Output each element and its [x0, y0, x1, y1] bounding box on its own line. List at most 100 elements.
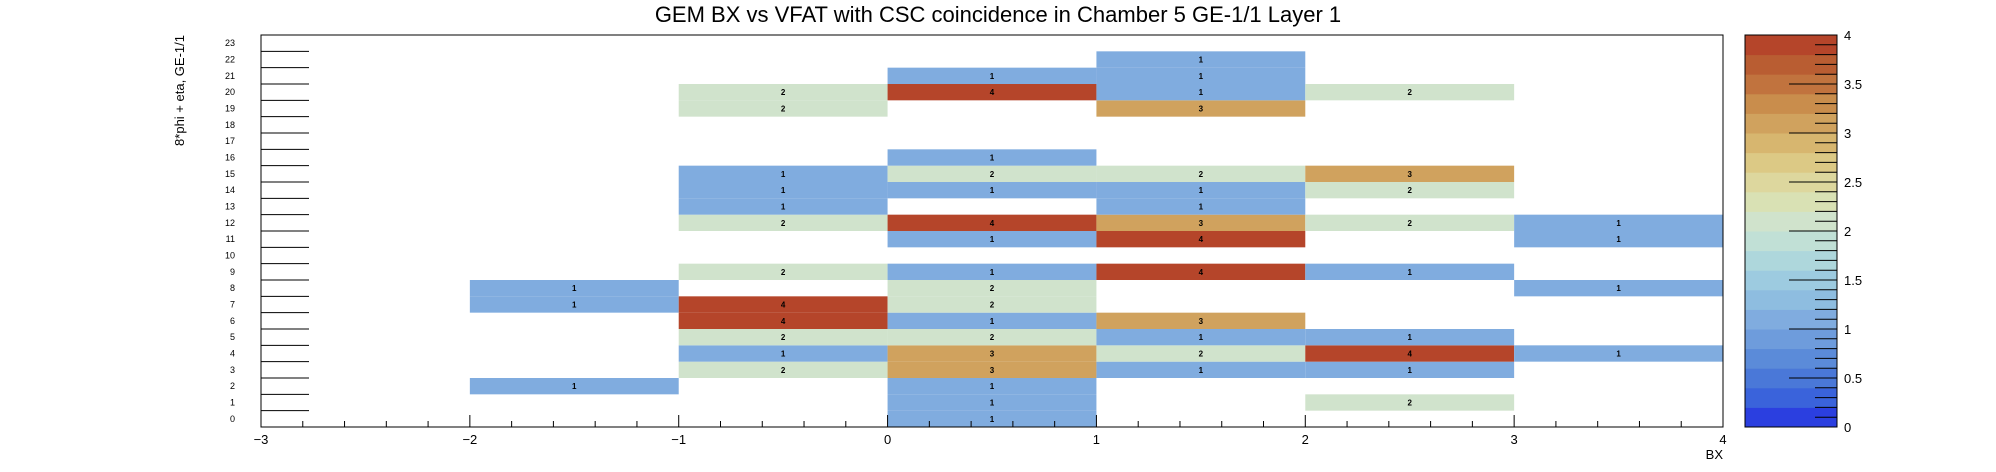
- y-tick-label: 8: [230, 283, 235, 293]
- heatmap-cell: [1305, 165, 1515, 182]
- cell-value-label: 1: [572, 284, 577, 293]
- heatmap-cell: [1096, 51, 1306, 68]
- x-tick-label: 3: [1511, 432, 1518, 447]
- cell-value-label: 1: [990, 72, 995, 81]
- heatmap-cell: [1096, 100, 1306, 117]
- cell-value-label: 4: [1199, 268, 1204, 277]
- heatmap-cell: [1096, 263, 1306, 280]
- colorbar-segment: [1745, 54, 1837, 75]
- y-tick-label: 15: [225, 169, 235, 179]
- heatmap-cell: [1096, 312, 1306, 329]
- colorbar-tick-label: 0.5: [1844, 371, 1862, 386]
- heatmap-cell: [887, 231, 1097, 248]
- heatmap-cell: [1096, 214, 1306, 231]
- chart-title: GEM BX vs VFAT with CSC coincidence in C…: [655, 2, 1341, 27]
- cell-value-label: 2: [1407, 186, 1412, 195]
- heatmap-cell: [887, 329, 1097, 346]
- heatmap-cell: [1096, 198, 1306, 215]
- heatmap-cell: [887, 149, 1097, 166]
- heatmap-cell: [678, 214, 888, 231]
- cell-value-label: 1: [1199, 366, 1204, 375]
- heatmap-cell: [1096, 231, 1306, 248]
- y-tick-label: 4: [230, 349, 235, 359]
- cells-layer: [469, 51, 1723, 427]
- cell-value-label: 1: [1199, 88, 1204, 97]
- cell-value-label: 2: [1407, 399, 1412, 408]
- x-axis: −3 −2 −1 0 1 2 3 4: [254, 415, 1727, 447]
- cell-value-label: 1: [990, 186, 995, 195]
- y-tick-label: 6: [230, 316, 235, 326]
- cell-value-label: 2: [1199, 350, 1204, 359]
- colorbar-segment: [1745, 211, 1837, 232]
- heatmap-cell: [1096, 67, 1306, 84]
- y-tick-label: 17: [225, 136, 235, 146]
- heatmap-cell: [678, 329, 888, 346]
- cell-value-label: 2: [1407, 88, 1412, 97]
- cell-value-label: 2: [990, 333, 995, 342]
- heatmap-cell: [1096, 182, 1306, 199]
- colorbar-tick-label: 2.5: [1844, 175, 1862, 190]
- y-axis-label: 8*phi + eta, GE-1/1: [172, 35, 187, 146]
- cell-value-label: 2: [781, 366, 786, 375]
- cell-value-label: 1: [1199, 56, 1204, 65]
- colorbar-tick-label: 2: [1844, 224, 1851, 239]
- heatmap-cell: [887, 394, 1097, 411]
- y-tick-label: 10: [225, 251, 235, 261]
- heatmap-cell: [887, 263, 1097, 280]
- heatmap-cell: [1096, 345, 1306, 362]
- colorbar-segment: [1745, 309, 1837, 330]
- cell-value-label: 1: [1616, 219, 1621, 228]
- cell-value-label: 1: [1199, 333, 1204, 342]
- y-tick-label: 20: [225, 87, 235, 97]
- cell-value-label: 1: [990, 154, 995, 163]
- cell-value-label: 1: [990, 382, 995, 391]
- heatmap-cell: [1514, 345, 1723, 362]
- cell-value-label: 3: [1199, 317, 1204, 326]
- colorbar-tick-label: 1.5: [1844, 273, 1862, 288]
- y-tick-label: 1: [230, 398, 235, 408]
- heatmap-cell: [469, 296, 679, 313]
- cell-value-label: 2: [1199, 170, 1204, 179]
- colorbar-tick-label: 1: [1844, 322, 1851, 337]
- cell-value-label: 2: [781, 219, 786, 228]
- heatmap-cell: [678, 296, 888, 313]
- cell-value-label: 2: [781, 268, 786, 277]
- x-axis-label: BX: [1706, 447, 1724, 462]
- cell-value-label: 1: [781, 186, 786, 195]
- y-tick-label: 5: [230, 332, 235, 342]
- cell-value-label: 1: [1407, 366, 1412, 375]
- y-tick-label: 12: [225, 218, 235, 228]
- colorbar-tick-label: 3: [1844, 126, 1851, 141]
- heatmap-cell: [1096, 165, 1306, 182]
- colorbar-segment: [1745, 93, 1837, 114]
- heatmap-cell: [1305, 84, 1515, 101]
- heatmap-cell: [887, 280, 1097, 297]
- cell-value-label: 1: [781, 170, 786, 179]
- colorbar-segment: [1745, 329, 1837, 350]
- heatmap-cell: [678, 165, 888, 182]
- heatmap-cell: [887, 67, 1097, 84]
- heatmap-cell: [1305, 214, 1515, 231]
- heatmap-cell: [469, 280, 679, 297]
- y-tick-label: 2: [230, 381, 235, 391]
- heatmap-cell: [887, 410, 1097, 427]
- x-tick-label: −3: [254, 432, 269, 447]
- heatmap-cell: [887, 84, 1097, 101]
- x-tick-label: 0: [884, 432, 891, 447]
- cell-value-label: 1: [781, 203, 786, 212]
- heatmap-cell: [1096, 329, 1306, 346]
- heatmap-cell: [1096, 84, 1306, 101]
- heatmap-cell: [678, 198, 888, 215]
- cell-value-label: 1: [990, 399, 995, 408]
- heatmap-cell: [1305, 394, 1515, 411]
- cell-value-label: 1: [781, 350, 786, 359]
- cell-value-label: 1: [1199, 186, 1204, 195]
- colorbar-segment: [1745, 191, 1837, 212]
- heatmap-cell: [887, 214, 1097, 231]
- heatmap-cell: [678, 100, 888, 117]
- colorbar-segment: [1745, 289, 1837, 310]
- x-tick-label: 4: [1719, 432, 1726, 447]
- y-tick-label: 3: [230, 365, 235, 375]
- cell-value-label: 4: [990, 88, 995, 97]
